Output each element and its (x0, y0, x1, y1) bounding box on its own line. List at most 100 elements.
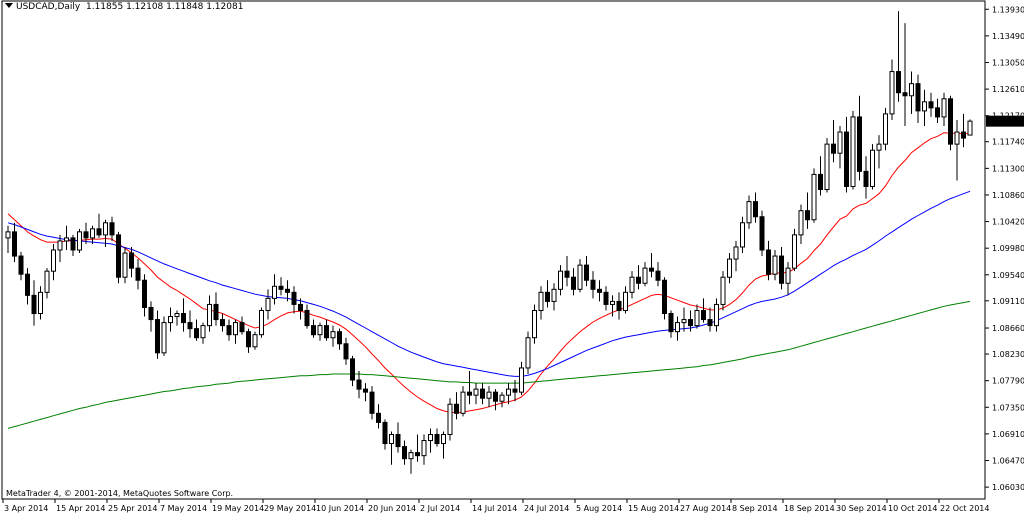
candle-body (662, 279, 667, 315)
candle (844, 116, 849, 193)
candle (883, 107, 888, 151)
x-tick-label: 24 Jul 2014 (524, 504, 569, 513)
candle (174, 310, 180, 326)
candle-body (870, 149, 875, 187)
candle-body (714, 303, 719, 327)
candle-body (135, 267, 141, 281)
candle-body (896, 71, 901, 94)
candle (44, 268, 50, 299)
candle (207, 295, 212, 332)
y-tick-label: 1.10420 (992, 218, 1024, 227)
chart-header: USDCAD,Daily 1.11855 1.12108 1.11848 1.1… (5, 2, 243, 12)
candle-body (473, 388, 479, 396)
candle (597, 280, 602, 302)
x-tick-label: 5 Aug 2014 (576, 504, 622, 513)
candle-body (434, 433, 440, 445)
candle-body (428, 433, 433, 442)
candle-body (538, 291, 544, 311)
candle (5, 225, 11, 254)
candle-body (818, 173, 823, 191)
candle (753, 192, 758, 223)
candle (785, 262, 791, 296)
candle (499, 392, 505, 408)
x-tick-label: 15 Aug 2014 (628, 504, 679, 513)
candle (213, 292, 219, 326)
candle-body (311, 325, 316, 336)
candle-body (168, 316, 173, 324)
candle (233, 319, 238, 344)
dropdown-triangle-icon[interactable] (5, 3, 13, 8)
candle (181, 298, 186, 332)
candle (837, 126, 843, 169)
candle-body (915, 83, 921, 112)
candle (896, 11, 901, 102)
candle (441, 431, 446, 459)
y-tick-label: 1.13490 (992, 32, 1024, 41)
candle (350, 355, 355, 387)
candle (356, 370, 362, 399)
candle-body (129, 252, 134, 269)
candle-body (70, 237, 76, 251)
candle-body (506, 388, 511, 396)
symbol-label: USDCAD,Daily (16, 2, 81, 12)
candle (798, 204, 804, 244)
candle (577, 259, 583, 293)
candle-body (759, 216, 765, 251)
candle-body (252, 334, 258, 348)
candle (395, 422, 401, 453)
candle (155, 310, 160, 359)
candle (863, 156, 869, 199)
candle (655, 262, 661, 287)
candle (941, 92, 947, 126)
candle (701, 298, 706, 323)
candle-body (181, 313, 186, 324)
candle-body (681, 319, 687, 324)
candle-body (83, 231, 89, 239)
candle (83, 222, 89, 244)
candle (246, 328, 251, 353)
candle-body (38, 291, 43, 315)
candle-body (577, 264, 583, 290)
candle (187, 310, 193, 338)
y-tick-label: 1.07350 (992, 403, 1024, 412)
candle (220, 313, 225, 332)
candle-body (486, 391, 492, 399)
candle (226, 319, 232, 341)
y-tick-label: 1.11740 (992, 138, 1024, 147)
candle (298, 298, 303, 320)
x-tick-label: 29 May 2014 (264, 504, 316, 513)
candle-body (421, 440, 427, 457)
candle-body (239, 322, 245, 333)
candle (675, 316, 680, 341)
candle (714, 298, 719, 332)
candle (31, 280, 37, 326)
candle (805, 192, 810, 229)
candle (12, 222, 17, 263)
candle (759, 210, 765, 257)
candle (324, 319, 329, 341)
candle-body (649, 267, 654, 272)
candle-body (519, 367, 524, 393)
candle (636, 265, 641, 290)
candle-body (317, 325, 323, 336)
candle (902, 23, 908, 126)
candle-body (603, 291, 609, 305)
candle-body (746, 201, 752, 224)
candle-body (753, 201, 758, 218)
candle-body (31, 294, 37, 315)
candle-body (616, 300, 622, 311)
candle-body (863, 170, 869, 187)
candle-body (376, 412, 381, 423)
candle-body (25, 273, 30, 296)
candle (434, 428, 440, 447)
candle (116, 231, 121, 284)
candle-body (935, 107, 940, 118)
candle (707, 307, 713, 332)
candle (363, 383, 368, 402)
candle-body (356, 379, 362, 390)
candle-body (707, 319, 713, 327)
candle-body (740, 222, 745, 248)
x-tick-label: 15 Apr 2014 (56, 504, 105, 513)
candle-body (642, 267, 648, 284)
